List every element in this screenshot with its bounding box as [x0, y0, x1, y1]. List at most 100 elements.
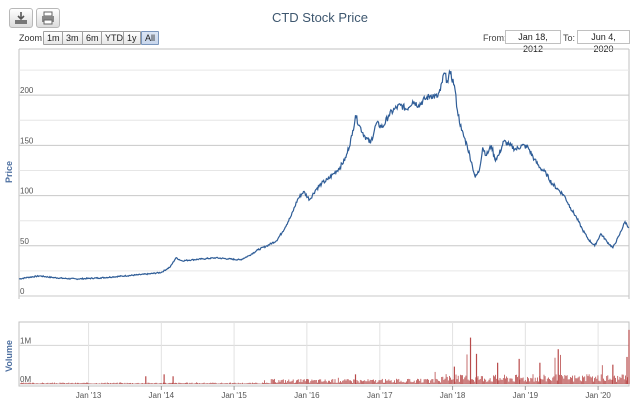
- volume-bar: [116, 382, 118, 384]
- volume-bar: [210, 382, 212, 384]
- volume-bar: [104, 382, 106, 384]
- x-tick-label: Jan '15: [221, 391, 247, 400]
- volume-bar: [59, 382, 61, 384]
- volume-bar: [554, 357, 556, 384]
- volume-bar: [424, 379, 426, 384]
- zoom-1y-button[interactable]: 1y: [123, 31, 141, 45]
- volume-bar: [36, 383, 38, 384]
- price-axis-label: Price: [4, 161, 14, 183]
- volume-bar: [398, 378, 400, 384]
- volume-bar: [611, 379, 613, 384]
- volume-bar: [521, 378, 523, 384]
- volume-bar: [439, 381, 440, 384]
- volume-bar: [33, 382, 34, 384]
- volume-bar: [189, 382, 191, 384]
- volume-bar: [234, 382, 236, 384]
- zoom-all-button[interactable]: All: [141, 31, 160, 45]
- volume-bar: [68, 382, 70, 384]
- volume-bar: [323, 381, 325, 384]
- volume-bar: [527, 376, 528, 384]
- volume-bar: [456, 379, 458, 384]
- volume-bar: [451, 379, 452, 384]
- volume-bar: [567, 379, 569, 384]
- volume-bar: [246, 383, 248, 384]
- volume-bar: [244, 383, 246, 384]
- volume-bar: [515, 374, 516, 384]
- volume-bar: [141, 383, 142, 384]
- volume-bar: [510, 378, 512, 384]
- volume-bar: [596, 378, 598, 384]
- volume-bar: [267, 382, 269, 384]
- volume-bar: [254, 383, 256, 384]
- volume-bar: [593, 381, 594, 384]
- export-button[interactable]: [9, 8, 33, 28]
- volume-bar: [170, 382, 172, 384]
- volume-bar: [420, 378, 422, 384]
- price-grid: [18, 48, 630, 299]
- volume-bar: [197, 382, 198, 384]
- volume-bar: [615, 377, 616, 384]
- volume-bar: [348, 380, 350, 384]
- volume-bar: [330, 382, 331, 384]
- volume-bar: [110, 382, 111, 384]
- volume-bar: [287, 380, 289, 384]
- volume-bar: [300, 379, 302, 384]
- volume-bar: [526, 381, 527, 384]
- volume-spike-bar: [172, 376, 174, 384]
- volume-bar: [193, 383, 195, 384]
- volume-spike-bar: [497, 362, 499, 384]
- volume-bar: [32, 382, 33, 384]
- price-series-line[interactable]: [18, 69, 630, 281]
- volume-bar: [576, 378, 578, 384]
- volume-bar: [165, 382, 166, 384]
- volume-bar: [482, 376, 483, 384]
- volume-bar: [473, 379, 474, 384]
- chart-title: CTD Stock Price: [271, 10, 369, 25]
- volume-bar: [572, 375, 573, 384]
- volume-bar: [321, 381, 323, 384]
- volume-bar: [405, 382, 406, 384]
- volume-bar: [374, 381, 375, 384]
- volume-bar: [238, 383, 240, 384]
- volume-bar: [417, 378, 418, 384]
- volume-bar: [577, 377, 579, 384]
- volume-bar: [429, 382, 430, 384]
- volume-bar: [71, 382, 73, 384]
- x-tick-label: Jan '20: [585, 391, 611, 400]
- volume-bar: [102, 383, 104, 384]
- volume-bar: [449, 375, 450, 384]
- volume-bar: [505, 378, 506, 384]
- volume-bar: [538, 381, 539, 384]
- volume-bar: [255, 382, 257, 384]
- volume-bar: [273, 379, 274, 384]
- volume-bar: [534, 377, 536, 384]
- volume-bar: [582, 375, 583, 384]
- volume-bar: [223, 383, 225, 384]
- volume-bar: [291, 380, 293, 384]
- volume-bar: [186, 382, 187, 384]
- volume-bar: [253, 383, 254, 384]
- volume-bar: [504, 374, 505, 384]
- volume-bar: [122, 383, 124, 384]
- x-tick-label: Jan '19: [513, 391, 539, 400]
- volume-bar: [34, 383, 36, 384]
- volume-bar: [232, 382, 234, 384]
- volume-bar: [600, 374, 602, 384]
- volume-bar: [571, 377, 572, 384]
- volume-bar: [106, 382, 108, 384]
- volume-bar: [154, 383, 155, 384]
- volume-bar: [309, 382, 311, 384]
- volume-bar: [256, 382, 258, 384]
- volume-bar: [212, 382, 214, 384]
- volume-bar: [203, 382, 205, 384]
- volume-spike-bar: [475, 353, 478, 384]
- print-button[interactable]: [36, 8, 60, 28]
- volume-bar: [531, 378, 533, 384]
- volume-bar: [389, 380, 391, 384]
- volume-bar: [472, 379, 473, 384]
- volume-bar: [530, 377, 532, 384]
- volume-bar: [103, 383, 105, 384]
- volume-bar: [226, 383, 228, 384]
- volume-bar: [412, 381, 414, 384]
- volume-bar: [245, 383, 247, 384]
